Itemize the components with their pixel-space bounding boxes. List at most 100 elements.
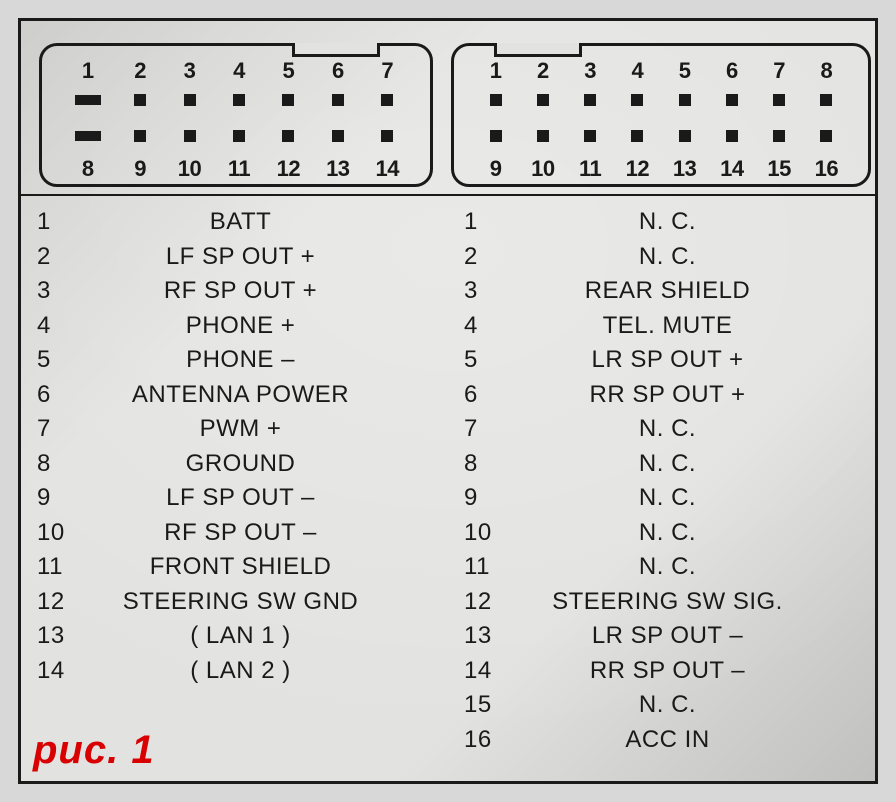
pin-number: 11: [226, 156, 252, 182]
pinout-label: RF SP OUT –: [81, 519, 440, 547]
pinout-number: 4: [456, 312, 508, 340]
pin-dot-icon: [773, 130, 785, 142]
pinout-label: BATT: [81, 208, 440, 236]
pinout-number: 13: [456, 622, 508, 650]
pinout-number: 7: [456, 415, 508, 443]
pinout-row: 11N. C.: [456, 553, 867, 588]
pinout-number: 16: [456, 726, 508, 754]
pin-number: 14: [719, 156, 745, 182]
pinout-row: 13( LAN 1 ): [29, 622, 440, 657]
pin-dots-top: [42, 90, 430, 106]
pinout-label: N. C.: [508, 484, 867, 512]
pinout-number: 14: [29, 657, 81, 685]
pinout-number: 13: [29, 622, 81, 650]
pin-number: 11: [577, 156, 603, 182]
pin-dot-icon: [134, 94, 146, 106]
pinout-label: TEL. MUTE: [508, 312, 867, 340]
pin-dot-icon: [820, 130, 832, 142]
pin-dot-icon: [184, 130, 196, 142]
pin-number: 14: [374, 156, 400, 182]
pinout-row: 5PHONE –: [29, 346, 440, 381]
pinout-number: 3: [29, 277, 81, 305]
pinout-label: STEERING SW GND: [81, 588, 440, 616]
pinout-label: ANTENNA POWER: [81, 381, 440, 409]
pinout-label: LR SP OUT +: [508, 346, 867, 374]
pin-dot-icon: [233, 130, 245, 142]
pinout-label: PHONE –: [81, 346, 440, 374]
pin-dots-bottom: [454, 126, 868, 142]
pinout-row: 7PWM +: [29, 415, 440, 450]
pinout-label: N. C.: [508, 415, 867, 443]
pinout-label: LF SP OUT +: [81, 243, 440, 271]
pin-dot-icon: [282, 130, 294, 142]
pinout-row: 7N. C.: [456, 415, 867, 450]
pinout-row: 15N. C.: [456, 691, 867, 726]
pin-number: 10: [177, 156, 203, 182]
pinout-number: 11: [456, 553, 508, 581]
pinout-row: 14RR SP OUT –: [456, 657, 867, 692]
pin-dot-icon: [537, 94, 549, 106]
pinout-label: ( LAN 1 ): [81, 622, 440, 650]
pin-number: 3: [177, 58, 203, 84]
pinout-table-right: 1N. C.2N. C.3REAR SHIELD4TEL. MUTE5LR SP…: [448, 196, 875, 781]
pin-dot-icon: [282, 94, 294, 106]
pin-numbers-top: 1 2 3 4 5 6 7 8: [454, 58, 868, 84]
pinout-number: 10: [29, 519, 81, 547]
pin-dot-icon: [332, 130, 344, 142]
pin-dot-icon: [584, 130, 596, 142]
pinout-row: 12STEERING SW GND: [29, 588, 440, 623]
pinout-label: N. C.: [508, 553, 867, 581]
pinout-number: 12: [29, 588, 81, 616]
pin-number: 13: [672, 156, 698, 182]
connector-drawings: 1 2 3 4 5 6 7: [21, 21, 875, 196]
pinout-number: 1: [29, 208, 81, 236]
pinout-number: 2: [29, 243, 81, 271]
pinout-number: 7: [29, 415, 81, 443]
pinout-row: 6ANTENNA POWER: [29, 381, 440, 416]
connector-notch: [494, 43, 582, 57]
pinout-row: 14( LAN 2 ): [29, 657, 440, 692]
pinout-number: 9: [29, 484, 81, 512]
pinout-label: N. C.: [508, 243, 867, 271]
pinout-row: 2N. C.: [456, 243, 867, 278]
pin-slot-icon: [75, 95, 101, 105]
pin-number: 1: [483, 58, 509, 84]
pinout-row: 9N. C.: [456, 484, 867, 519]
pinout-row: 4PHONE +: [29, 312, 440, 347]
pin-number: 6: [325, 58, 351, 84]
pinout-row: 10RF SP OUT –: [29, 519, 440, 554]
pinout-number: 5: [29, 346, 81, 374]
pin-number: 8: [72, 156, 104, 182]
pinout-tables: 1BATT2LF SP OUT +3RF SP OUT +4PHONE +5PH…: [21, 196, 875, 781]
pin-numbers-top: 1 2 3 4 5 6 7: [42, 58, 430, 84]
pin-number: 9: [127, 156, 153, 182]
pin-dot-icon: [332, 94, 344, 106]
pin-dot-icon: [490, 94, 502, 106]
pin-number: 2: [530, 58, 556, 84]
pinout-number: 5: [456, 346, 508, 374]
pin-number: 13: [325, 156, 351, 182]
pin-number: 9: [483, 156, 509, 182]
pinout-row: 13LR SP OUT –: [456, 622, 867, 657]
pinout-number: 12: [456, 588, 508, 616]
pinout-number: 15: [456, 691, 508, 719]
pinout-row: 11FRONT SHIELD: [29, 553, 440, 588]
pin-number: 4: [226, 58, 252, 84]
pin-number: 7: [374, 58, 400, 84]
pin-number: 3: [577, 58, 603, 84]
pinout-row: 3REAR SHIELD: [456, 277, 867, 312]
pin-dots-bottom: [42, 126, 430, 142]
pin-number: 5: [672, 58, 698, 84]
pin-dot-icon: [490, 130, 502, 142]
pinout-row: 10N. C.: [456, 519, 867, 554]
pinout-label: STEERING SW SIG.: [508, 588, 867, 616]
pin-dot-icon: [679, 94, 691, 106]
pinout-number: 6: [29, 381, 81, 409]
pinout-number: 4: [29, 312, 81, 340]
pinout-row: 3RF SP OUT +: [29, 277, 440, 312]
pin-number: 12: [624, 156, 650, 182]
pinout-row: 16ACC IN: [456, 726, 867, 761]
pin-number: 12: [275, 156, 301, 182]
pinout-label: ACC IN: [508, 726, 867, 754]
pin-number: 5: [275, 58, 301, 84]
